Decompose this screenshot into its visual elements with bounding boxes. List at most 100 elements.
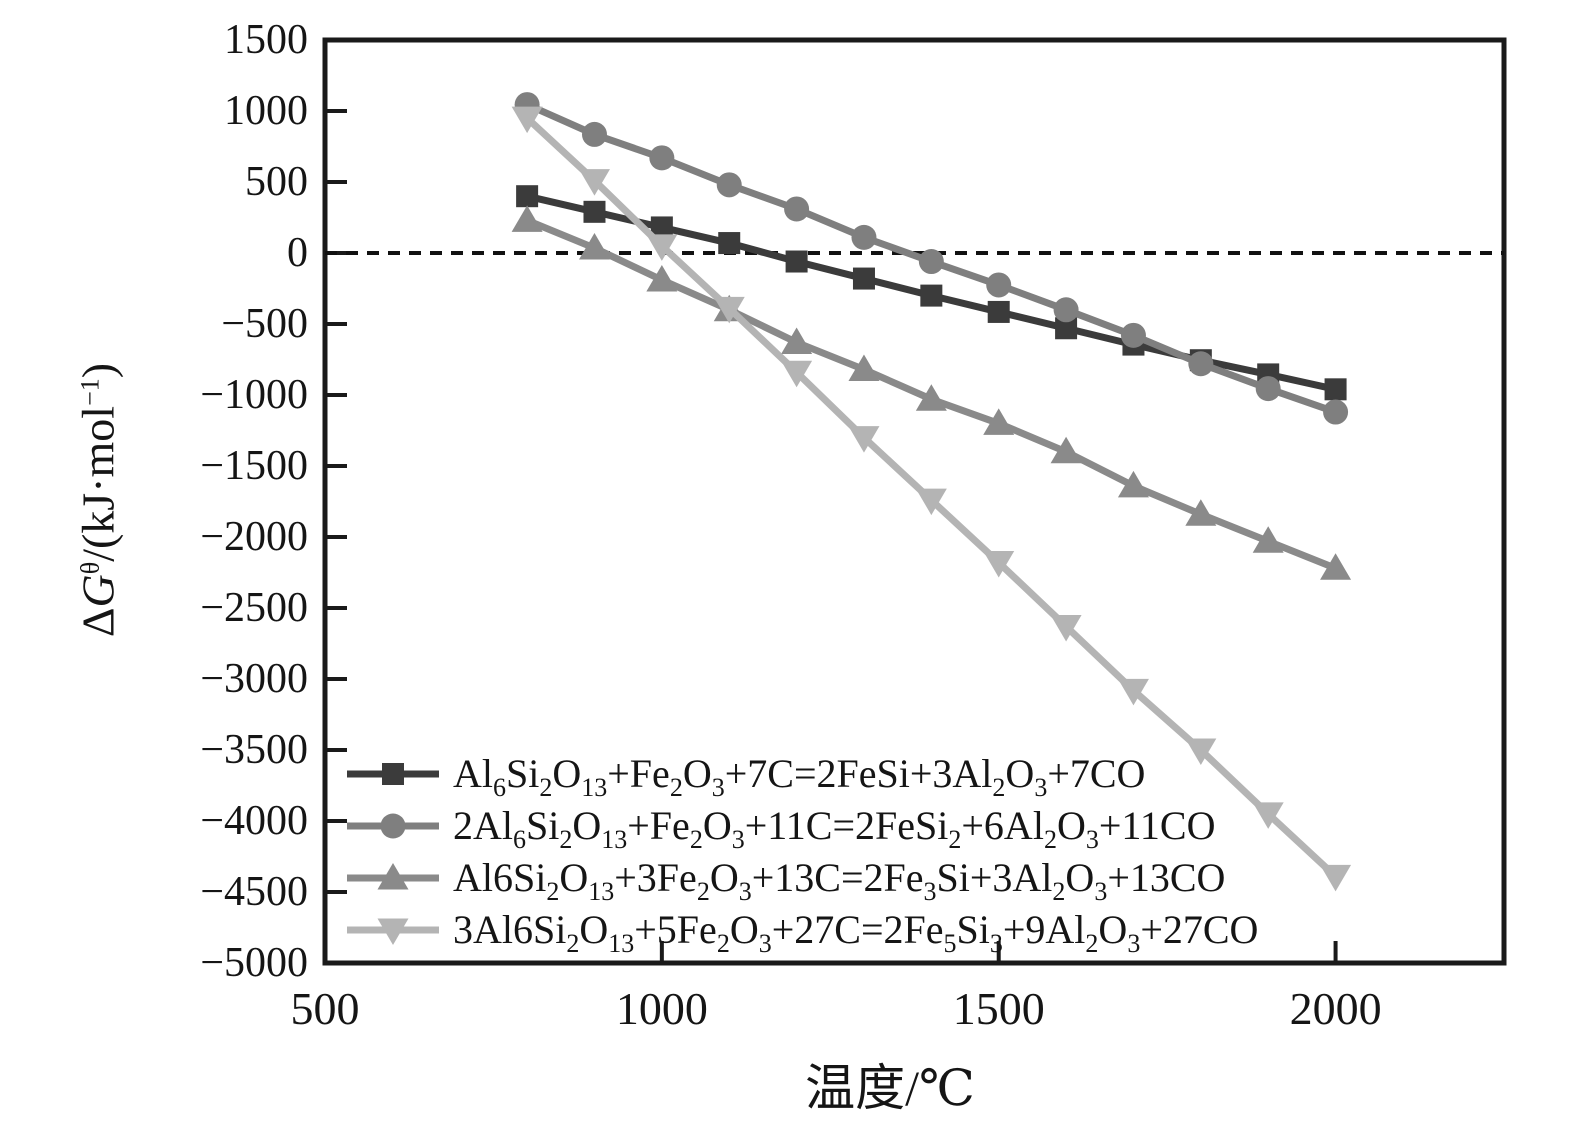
triangle-down-marker (1252, 802, 1284, 829)
subscript-text: 3 (1085, 825, 1099, 854)
legend-marker-swatch (347, 863, 439, 890)
triangle-up-marker (1185, 499, 1217, 526)
triangle-up-marker (646, 264, 678, 292)
y-tick-label: −4000 (200, 798, 308, 844)
square-marker (785, 250, 808, 273)
supscript-text: θ (75, 561, 105, 575)
triangle-down-marker (848, 426, 880, 453)
triangle-down-marker (1185, 738, 1217, 765)
subscript-text: 2 (669, 773, 683, 802)
subscript-text: 13 (608, 929, 635, 958)
subscript-text: 2 (1085, 929, 1099, 958)
circle-marker (380, 813, 406, 839)
square-marker (920, 284, 943, 307)
y-tick-label: −2000 (200, 514, 308, 560)
square-marker (516, 185, 539, 208)
italic-text: G (72, 574, 124, 608)
subscript-text: 3 (758, 929, 772, 958)
subscript-text: 3 (923, 877, 937, 906)
legend-item-1: Al6Si2O13+Fe2O3+7C=2FeSi+3Al2O3+7CO (345, 748, 1258, 802)
legend-marker-swatch (347, 763, 439, 785)
y-tick-label: −3500 (200, 727, 308, 773)
x-tick-label: 500 (291, 983, 360, 1034)
triangle-down-marker (915, 488, 947, 516)
y-tick-label: −500 (221, 301, 308, 347)
subscript-text: 2 (992, 773, 1006, 802)
circle-marker (986, 272, 1012, 298)
circle-marker (784, 196, 810, 222)
x-tick-label: 1500 (953, 983, 1045, 1034)
triangle-down-marker (983, 551, 1015, 578)
subscript-text: 2 (948, 825, 962, 854)
circle-marker (918, 249, 944, 275)
subscript-text: 5 (943, 929, 957, 958)
legend-marker-swatch (347, 918, 439, 945)
triangle-up-marker (1252, 526, 1284, 553)
triangle-up-marker (578, 233, 610, 260)
subscript-text: 3 (1127, 929, 1141, 958)
square-marker (852, 267, 875, 290)
legend-marker-swatch (347, 813, 439, 839)
square-marker (1055, 317, 1078, 340)
legend-item-4: 3Al6Si2O13+5Fe2O3+27C=2Fe5Si3+9Al2O3+27C… (345, 904, 1259, 958)
subscript-text: 13 (601, 825, 628, 854)
triangle-up-marker (915, 384, 947, 411)
triangle-down-marker (1117, 678, 1149, 706)
triangle-down-marker (578, 169, 610, 196)
square-marker (1324, 378, 1347, 401)
subscript-text: 2 (559, 825, 573, 854)
circle-marker (1053, 297, 1079, 323)
legend-item-2: 2Al6Si2O13+Fe2O3+11C=2FeSi2+6Al2O3+11CO (345, 800, 1258, 854)
subscript-text: 13 (588, 877, 615, 906)
legend-item-3: Al6Si2O13+3Fe2O3+13C=2Fe3Si+3Al2O3+13CO (345, 852, 1258, 906)
circle-marker (649, 145, 675, 171)
circle-marker (716, 172, 742, 198)
y-tick-label: −1500 (200, 443, 308, 489)
subscript-text: 2 (696, 877, 710, 906)
subscript-text: 2 (1043, 825, 1057, 854)
subscript-text: 3 (1034, 773, 1048, 802)
triangle-up-marker (1117, 470, 1149, 498)
square-marker (718, 232, 741, 255)
triangle-up-marker (377, 863, 409, 890)
triangle-down-marker (1320, 864, 1352, 892)
triangle-up-marker (781, 327, 813, 354)
triangle-down-marker (646, 234, 678, 261)
triangle-down-marker (511, 106, 543, 134)
circle-marker (1323, 399, 1349, 425)
circle-marker (1120, 322, 1146, 348)
y-axis-title: ΔGθ/(kJ·mol−1) (72, 362, 124, 638)
legend: Al6Si2O13+Fe2O3+7C=2FeSi+3Al2O3+7CO 2Al6S… (345, 748, 1259, 958)
y-tick-label: −5000 (200, 940, 308, 986)
triangle-up-marker (511, 205, 543, 232)
circle-marker (581, 121, 607, 147)
x-axis-title: 温度/℃ (805, 1060, 975, 1116)
y-tick-label: −3000 (200, 656, 308, 702)
square-marker (382, 763, 404, 785)
square-marker (650, 216, 673, 239)
y-tick-label: 500 (245, 159, 308, 205)
subscript-text: 2 (546, 877, 560, 906)
y-tick-label: 1000 (224, 88, 308, 134)
y-tick-label: 0 (287, 230, 308, 276)
circle-marker (851, 224, 877, 250)
subscript-text: 2 (716, 929, 730, 958)
legend-label: Al6Si2O13+Fe2O3+7C=2FeSi+3Al2O3+7CO (453, 751, 1146, 802)
circle-marker (1188, 351, 1214, 377)
subscript-text: 2 (1052, 877, 1066, 906)
triangle-down-marker (713, 296, 745, 324)
y-tick-label: −2500 (200, 585, 308, 631)
subscript-text: 3 (1094, 877, 1108, 906)
subscript-text: 3 (731, 825, 745, 854)
subscript-text: 2 (689, 825, 703, 854)
triangle-up-marker (1050, 436, 1082, 464)
subscript-text: 6 (493, 773, 506, 802)
x-tick-label: 1000 (616, 983, 708, 1034)
legend-label: 3Al6Si2O13+5Fe2O3+27C=2Fe5Si3+9Al2O3+27C… (453, 907, 1259, 958)
x-tick-label: 2000 (1290, 983, 1382, 1034)
circle-marker (1255, 376, 1281, 402)
triangle-down-marker (377, 918, 409, 945)
subscript-text: 2 (566, 929, 580, 958)
